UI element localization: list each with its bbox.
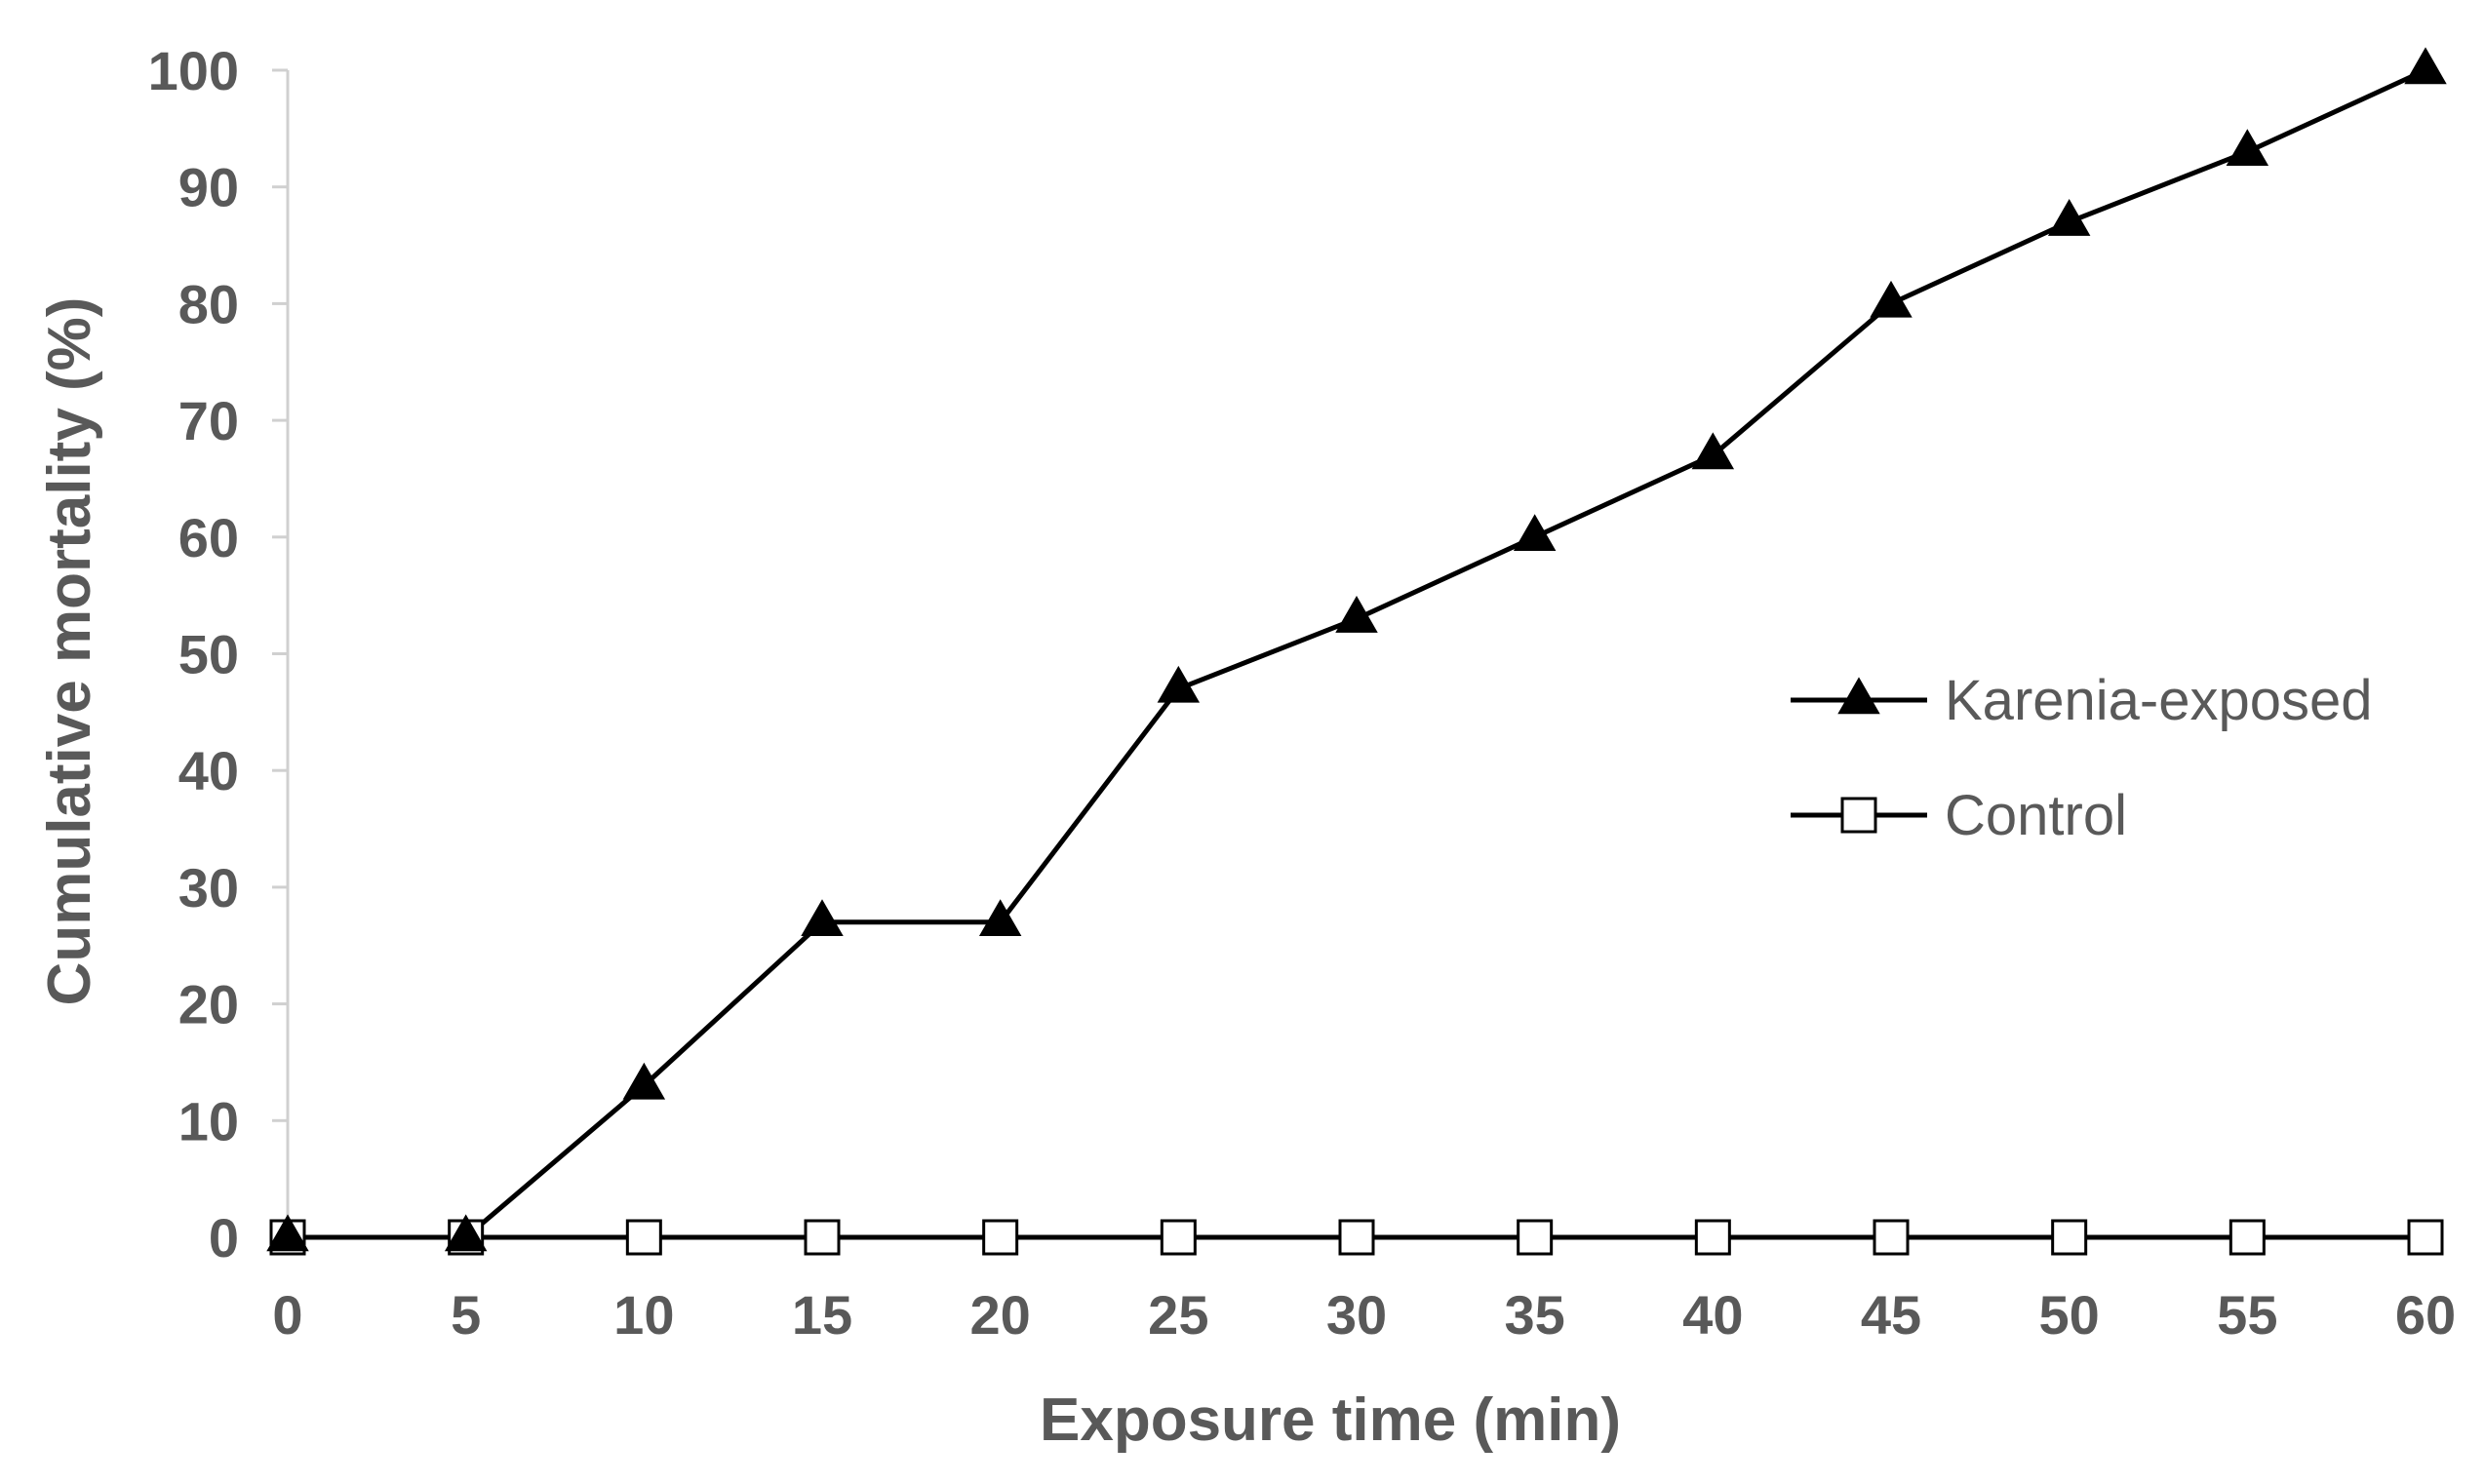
x-tick-label: 25 xyxy=(1148,1284,1208,1346)
x-tick-label: 50 xyxy=(2039,1284,2100,1346)
x-tick-label: 20 xyxy=(970,1284,1031,1346)
control-point xyxy=(625,1219,662,1256)
karenia-exposed-point xyxy=(1870,280,1913,318)
x-axis-title: Exposure time (min) xyxy=(1040,1386,1621,1454)
x-tick-label: 35 xyxy=(1505,1284,1565,1346)
karenia-exposed-point xyxy=(2226,129,2269,167)
karenia-exposed-point xyxy=(2404,47,2447,85)
y-tick-label: 100 xyxy=(148,40,239,101)
y-tick-label: 80 xyxy=(178,273,239,334)
legend-label-karenia-exposed: Karenia-exposed xyxy=(1945,669,2373,732)
control-point xyxy=(2051,1219,2088,1256)
x-tick-label: 0 xyxy=(272,1284,302,1346)
karenia-exposed-point xyxy=(444,1214,488,1252)
y-tick-label: 10 xyxy=(178,1090,239,1152)
legend-marker-karenia-exposed xyxy=(1837,677,1880,715)
control-point xyxy=(1160,1219,1197,1256)
karenia-exposed-point xyxy=(622,1062,666,1100)
control-point xyxy=(2229,1219,2266,1256)
legend: Karenia-exposed Control xyxy=(1791,669,2373,847)
x-tick-label: 15 xyxy=(792,1284,852,1346)
y-tick-label: 70 xyxy=(178,390,239,451)
y-tick-label: 20 xyxy=(178,974,239,1035)
control-point xyxy=(1517,1219,1554,1256)
series-lines xyxy=(288,67,2427,1240)
karenia-exposed-point xyxy=(978,899,1022,937)
y-tick-label: 90 xyxy=(178,157,239,218)
control-point xyxy=(804,1219,841,1256)
x-tick-label: 30 xyxy=(1326,1284,1387,1346)
y-tick-label: 50 xyxy=(178,624,239,685)
y-tick-label: 40 xyxy=(178,740,239,801)
axes xyxy=(272,68,2427,1253)
control-point xyxy=(1338,1219,1375,1256)
tick-labels: 0 10 20 30 40 50 60 70 80 90 100 0 5 10 15 20 25 30 35 40 45… xyxy=(148,40,2457,1346)
karenia-exposed-point xyxy=(1513,514,1557,552)
karenia-exposed-line xyxy=(288,67,2427,1240)
control-point xyxy=(982,1219,1019,1256)
x-tick-label: 60 xyxy=(2395,1284,2456,1346)
karenia-exposed-point xyxy=(2047,199,2091,236)
control-point xyxy=(1694,1219,1731,1256)
y-tick-label: 0 xyxy=(209,1207,239,1269)
series-markers xyxy=(266,47,2447,1256)
x-tick-label: 45 xyxy=(1861,1284,1921,1346)
x-tick-label: 10 xyxy=(613,1284,674,1346)
karenia-exposed-point xyxy=(801,899,844,937)
x-tick-label: 5 xyxy=(451,1284,481,1346)
legend-label-control: Control xyxy=(1945,784,2127,847)
karenia-exposed-point xyxy=(1691,432,1735,470)
control-point xyxy=(1873,1219,1910,1256)
control-point xyxy=(2407,1219,2444,1256)
y-axis-title: Cumulative mortality (%) xyxy=(36,297,103,1006)
karenia-exposed-point xyxy=(266,1214,309,1252)
legend-marker-control xyxy=(1840,797,1877,834)
karenia-exposed-point xyxy=(1335,596,1378,633)
y-tick-label: 30 xyxy=(178,857,239,918)
x-tick-label: 55 xyxy=(2217,1284,2277,1346)
karenia-exposed-point xyxy=(1157,665,1201,703)
x-tick-label: 40 xyxy=(1682,1284,1743,1346)
y-tick-label: 60 xyxy=(178,507,239,568)
